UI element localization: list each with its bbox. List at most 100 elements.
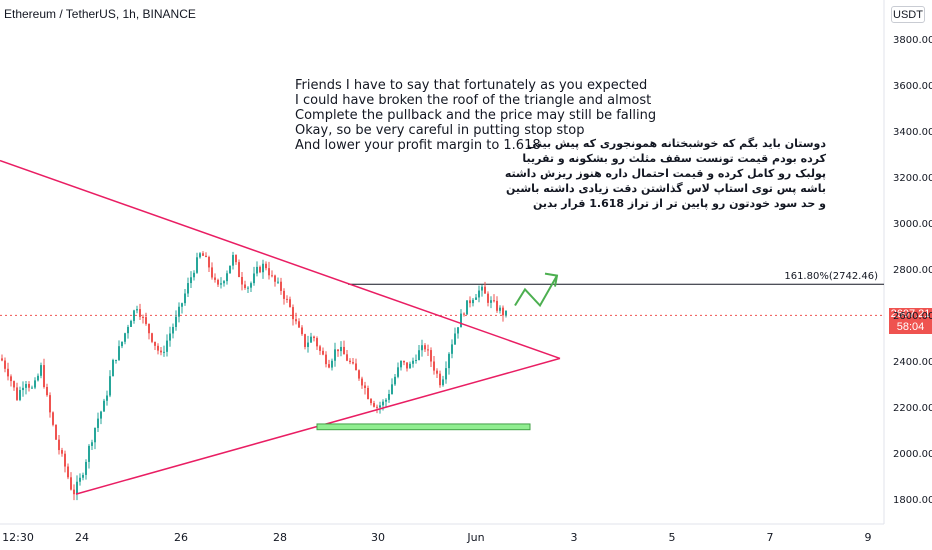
candle-body <box>376 406 378 408</box>
candle-body <box>274 275 276 282</box>
english-note-line: And lower your profit margin to 1.618 <box>295 138 541 153</box>
candle-body <box>43 365 45 387</box>
candle-body <box>391 384 393 394</box>
fib-label: 161.80%(2742.46) <box>784 271 878 282</box>
y-tick-label: 2400.00 <box>893 357 932 368</box>
candle-body <box>22 387 24 391</box>
candle-body <box>82 474 84 478</box>
candle-body <box>136 309 138 311</box>
candle-body <box>172 326 174 334</box>
candle-body <box>250 283 252 288</box>
candle-body <box>205 255 207 257</box>
candle-body <box>208 256 210 268</box>
candle-body <box>319 346 321 351</box>
candle-body <box>460 313 462 328</box>
symbol-title: Ethereum / TetherUS, 1h, BINANCE <box>4 7 196 21</box>
candle-body <box>415 359 417 361</box>
candle-body <box>262 263 264 273</box>
candle-body <box>397 367 399 377</box>
candle-body <box>124 333 126 342</box>
candle-body <box>193 272 195 278</box>
current-price: 2607.21 <box>890 308 931 320</box>
english-note: Friends I have to say that fortunately a… <box>295 78 656 153</box>
candle-body <box>256 266 258 274</box>
candle-body <box>400 360 402 368</box>
x-tick-label: 26 <box>174 531 188 544</box>
candle-body <box>16 387 18 400</box>
currency-button[interactable]: USDT <box>891 6 925 23</box>
candle-body <box>1 358 3 361</box>
y-tick-label: 2200.00 <box>893 403 932 414</box>
y-tick-label: 3400.00 <box>893 127 932 138</box>
candle-body <box>334 349 336 361</box>
candle-body <box>304 334 306 347</box>
candle-body <box>133 310 135 321</box>
persian-note-line: و حد سود خودتون رو پایین تر از تراز 1.61… <box>532 197 826 210</box>
candle-body <box>469 300 471 304</box>
candle-body <box>499 307 501 311</box>
candle-body <box>478 290 480 298</box>
candle-body <box>358 370 360 379</box>
candle-body <box>475 297 477 300</box>
candle-body <box>238 262 240 277</box>
candle-body <box>445 368 447 380</box>
candle-body <box>100 411 102 419</box>
candle-body <box>421 345 423 351</box>
candle-body <box>73 489 75 495</box>
x-tick-label: 5 <box>668 531 676 544</box>
candle-body <box>142 316 144 318</box>
candle-body <box>367 388 369 399</box>
x-tick-label: 30 <box>371 531 385 544</box>
candle-body <box>331 360 333 368</box>
candle-body <box>298 321 300 328</box>
x-tick-label: 9 <box>864 531 872 544</box>
candle-body <box>490 300 492 303</box>
candle-body <box>352 362 354 364</box>
candle-body <box>505 310 507 316</box>
candle-body <box>502 307 504 316</box>
candle-body <box>79 477 81 482</box>
candle-body <box>178 306 180 317</box>
candle-body <box>451 344 453 354</box>
candle-body <box>247 287 249 289</box>
candle-body <box>61 450 63 454</box>
candle-body <box>112 359 114 377</box>
candle-body <box>277 281 279 283</box>
persian-note: دوستان باید بگم که خوشبختانه همونجوری که… <box>505 136 826 211</box>
candle-body <box>379 405 381 408</box>
candle-body <box>427 349 429 351</box>
y-tick-label: 3600.00 <box>893 81 932 92</box>
candle-body <box>283 290 285 299</box>
candle-body <box>394 376 396 385</box>
candle-body <box>343 346 345 355</box>
y-tick-label: 2000.00 <box>893 449 932 460</box>
x-tick-label: 24 <box>75 531 89 544</box>
candle-body <box>436 370 438 374</box>
candle-body <box>163 351 165 353</box>
candle-body <box>106 395 108 401</box>
candle-body <box>430 350 432 362</box>
candle-body <box>139 309 141 317</box>
english-note-line: Friends I have to say that fortunately a… <box>295 78 648 93</box>
candle-body <box>49 395 51 413</box>
candle-body <box>325 354 327 365</box>
candle-body <box>148 323 150 334</box>
candle-body <box>418 350 420 360</box>
candle-body <box>64 453 66 467</box>
candle-body <box>55 424 57 440</box>
x-tick-label: 7 <box>766 531 774 544</box>
candle-body <box>97 418 99 428</box>
candle-body <box>244 284 246 288</box>
candle-body <box>328 364 330 368</box>
candle-body <box>199 253 201 258</box>
candle-body <box>25 384 27 388</box>
candle-body <box>235 254 237 263</box>
candle-body <box>214 277 216 280</box>
candle-body <box>409 363 411 369</box>
candle-body <box>115 359 117 361</box>
candle-body <box>406 362 408 369</box>
candle-body <box>481 286 483 291</box>
candle-body <box>196 257 198 273</box>
candle-body <box>181 303 183 307</box>
